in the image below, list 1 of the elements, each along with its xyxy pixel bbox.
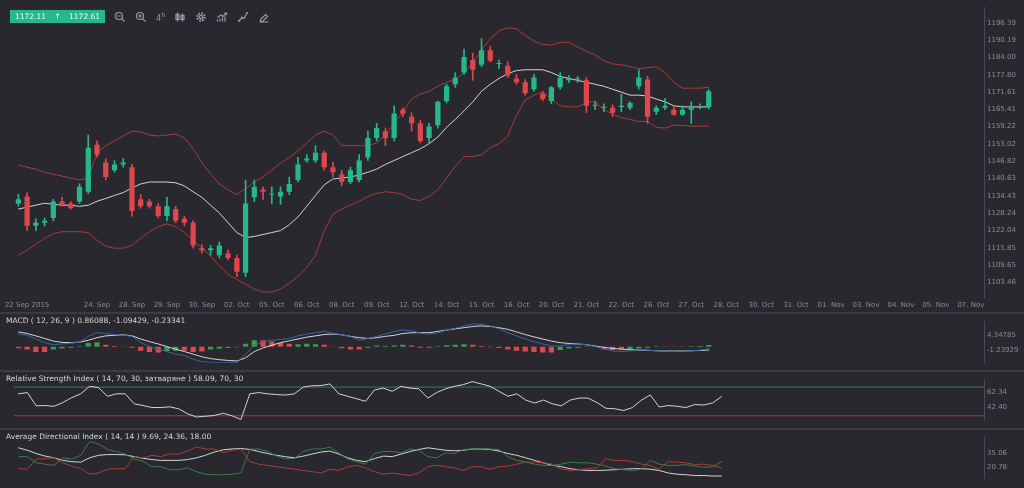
- annotation: 4$^{h}$: [156, 10, 166, 23]
